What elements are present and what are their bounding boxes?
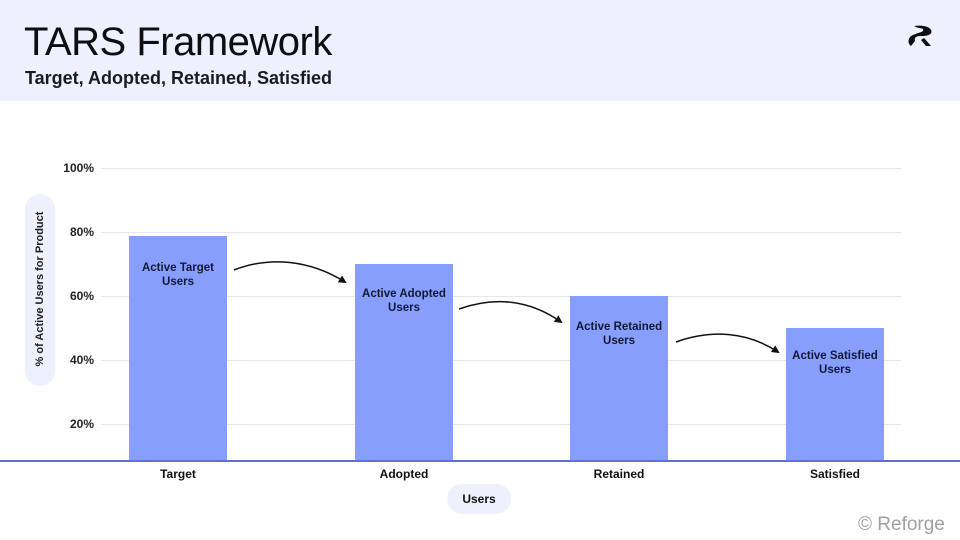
y-tick-label: 60% (69, 289, 94, 303)
bar-label-line: Users (819, 364, 851, 376)
x-axis-label: Users (447, 484, 511, 514)
bar-label-retained: Active Retained Users (559, 320, 679, 348)
bar-label-satisfied: Active Satisfied Users (775, 349, 895, 377)
bar-label-adopted: Active Adopted Users (344, 287, 464, 315)
y-tick-label: 100% (63, 161, 94, 175)
header-banner: TARS Framework Target, Adopted, Retained… (0, 0, 960, 101)
page-title: TARS Framework (24, 20, 332, 64)
gridline-60 (101, 296, 901, 297)
x-category-target: Target (160, 467, 196, 481)
bar-retained (570, 296, 668, 461)
gridline-80 (101, 232, 901, 233)
page-subtitle: Target, Adopted, Retained, Satisfied (25, 68, 333, 88)
bar-target (129, 236, 227, 461)
bar-label-line: Users (162, 276, 194, 288)
bar-label-line: Active Retained (575, 321, 663, 333)
gridline-100 (101, 168, 901, 169)
arrow-adopted-to-retained (458, 300, 563, 324)
x-axis-line (0, 460, 960, 462)
bar-satisfied (786, 328, 884, 461)
bar-label-line: Users (603, 335, 635, 347)
y-axis-label-pill: % of Active Users for Product (25, 194, 55, 386)
bar-label-line: Active Adopted (362, 288, 446, 300)
bar-label-line: Active Target (141, 262, 214, 274)
x-category-retained: Retained (593, 467, 645, 481)
y-tick-label: 80% (69, 225, 94, 239)
arrow-retained-to-satisfied (675, 333, 780, 354)
x-category-adopted: Adopted (379, 467, 429, 481)
bar-adopted (355, 264, 453, 461)
reforge-logo-icon (908, 25, 932, 46)
bar-label-target: Active Target Users (118, 261, 238, 289)
y-tick-label: 40% (69, 353, 94, 367)
gridline-20 (101, 424, 901, 425)
gridline-40 (101, 360, 901, 361)
bar-label-line: Active Satisfied (792, 350, 878, 362)
x-category-satisfied: Satisfied (809, 467, 860, 481)
copyright-text: © Reforge (858, 514, 945, 535)
y-tick-label: 20% (69, 417, 94, 431)
arrow-target-to-adopted (233, 261, 347, 284)
bar-label-line: Users (388, 302, 420, 314)
